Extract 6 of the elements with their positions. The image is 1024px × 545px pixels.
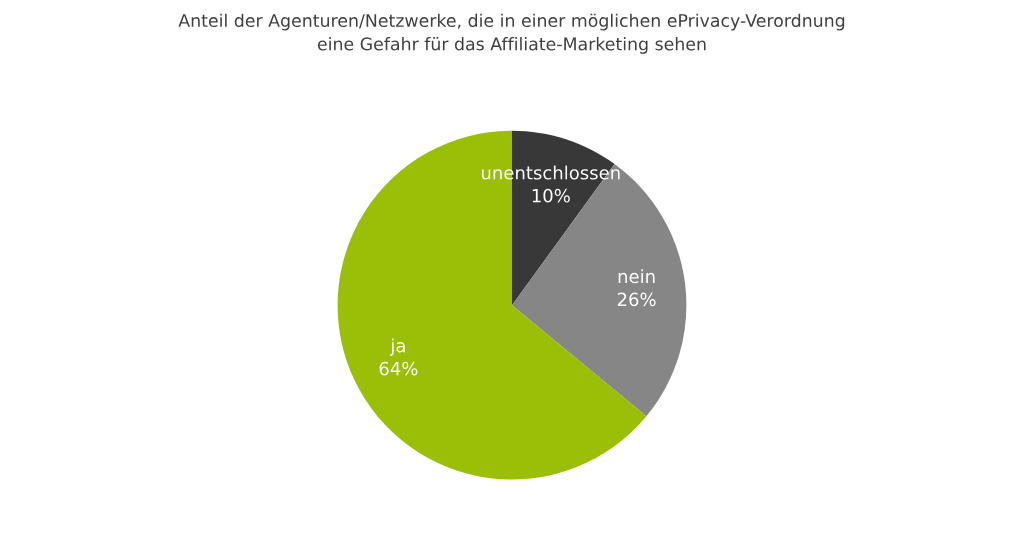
data-label: 26%: [617, 292, 656, 307]
data-label: 10%: [532, 188, 570, 203]
chart-title: Anteil der Agenturen/Netzwerke, die in einer möglichen ePrivacy-Verordnung eine Gefahr für das Affiliate-Marketing sehen: [178, 13, 845, 54]
data-label: 64%: [379, 361, 418, 376]
slice-label: ja: [390, 338, 405, 356]
slice-label: nein: [618, 269, 655, 284]
